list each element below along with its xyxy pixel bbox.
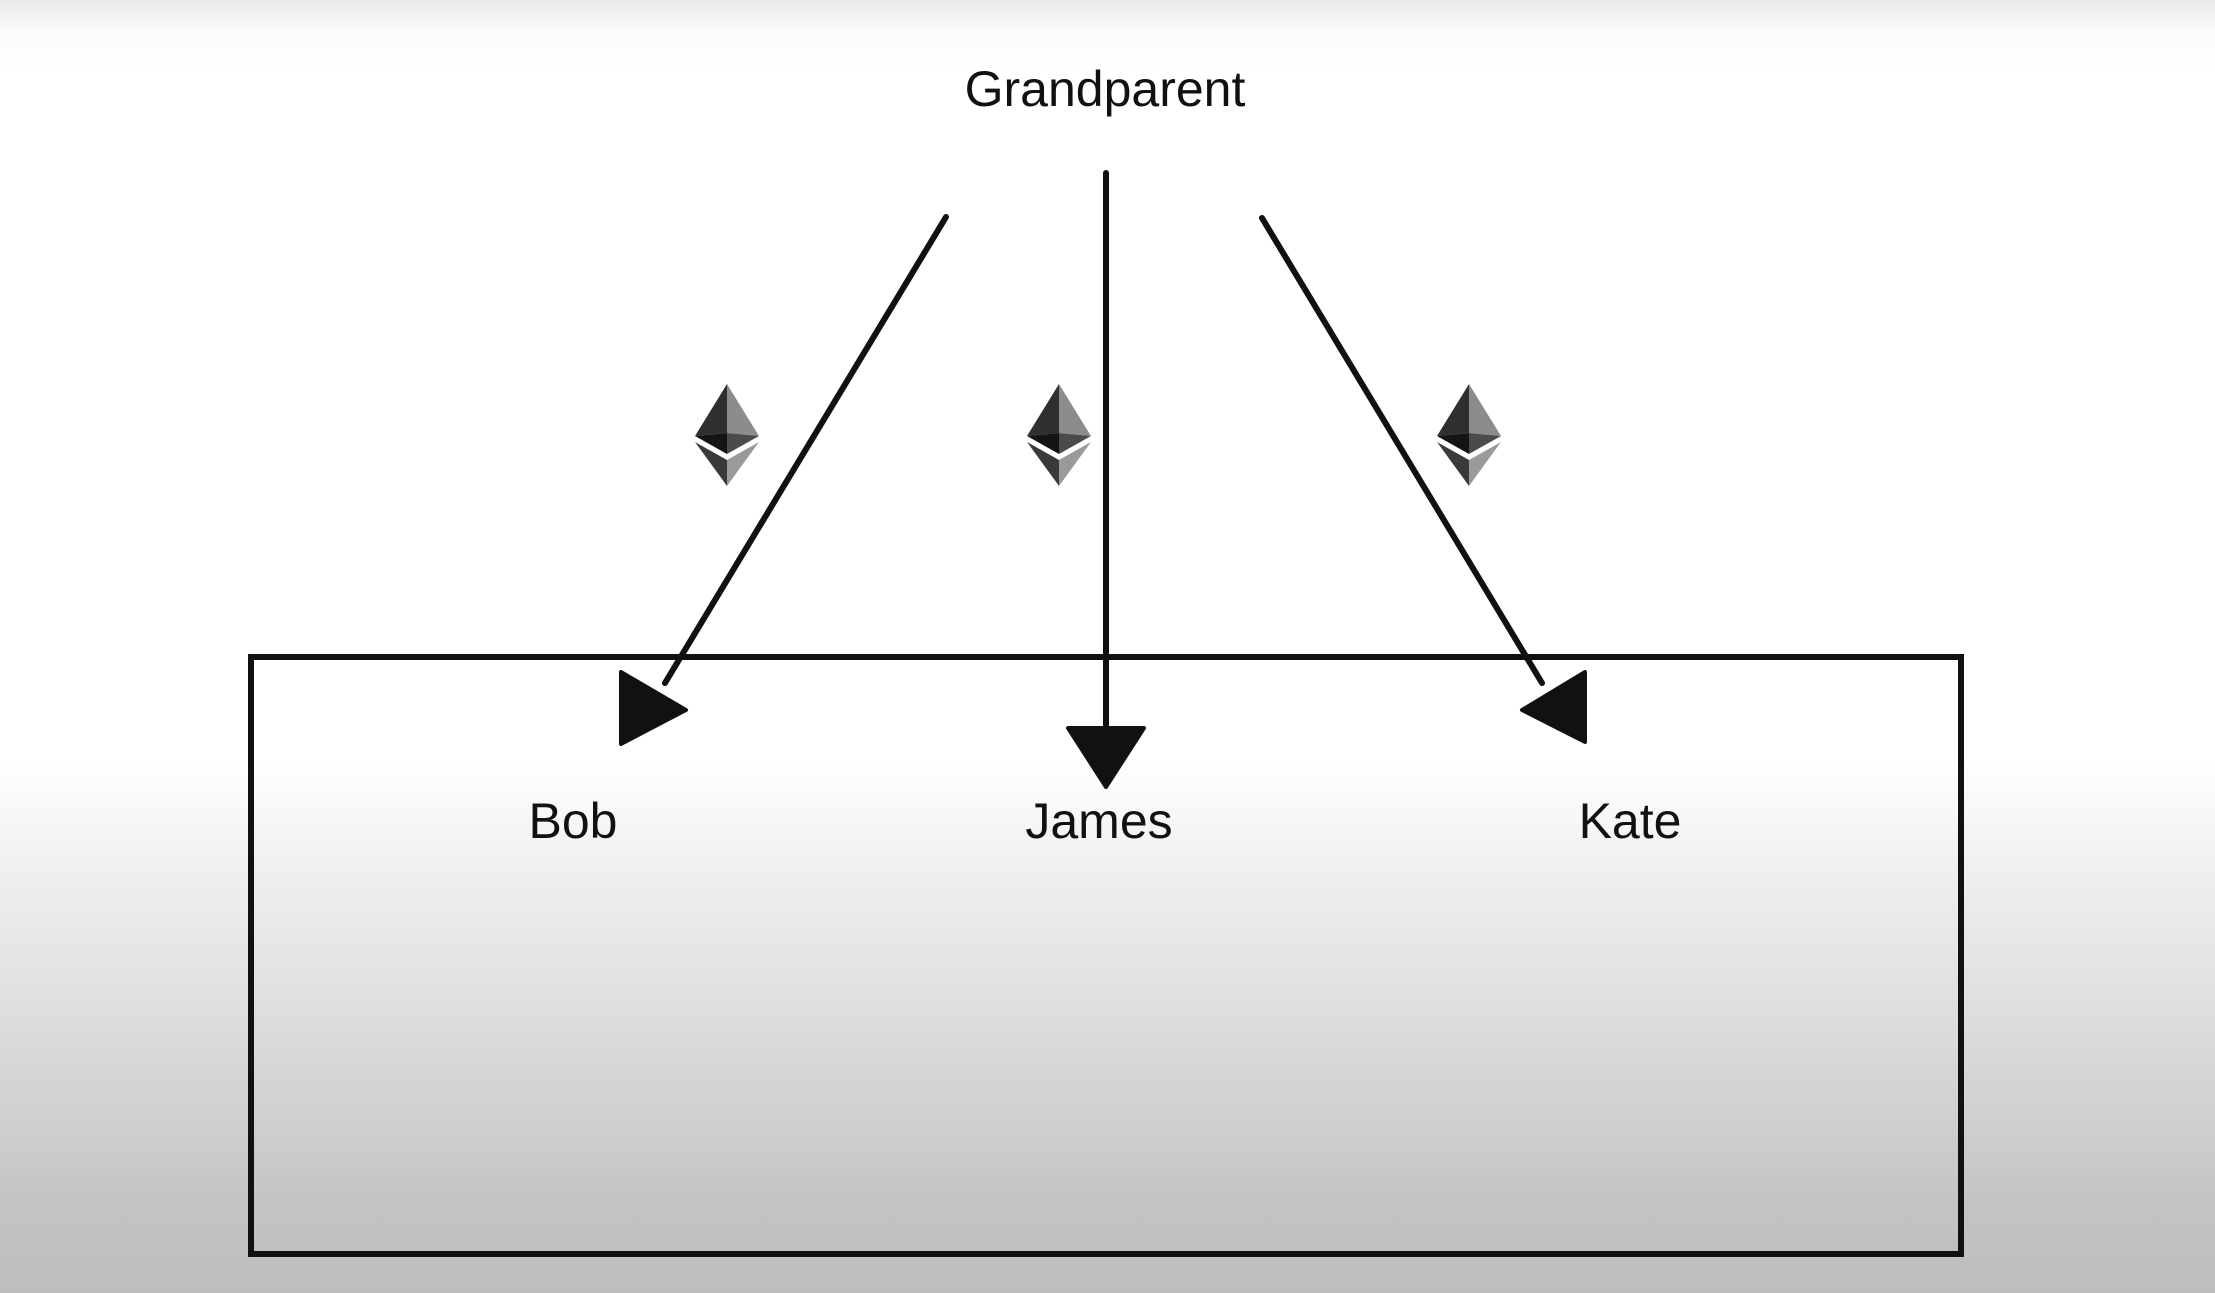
ethereum-icon [1437, 384, 1501, 486]
arrow-to-kate [1259, 215, 1587, 744]
ethereum-icon [695, 384, 759, 486]
child-label-bob: Bob [528, 793, 618, 849]
child-label-kate: Kate [1578, 793, 1682, 849]
ethereum-icon [1027, 384, 1091, 486]
grandparent-label: Grandparent [964, 61, 1246, 117]
child-label-james: James [1025, 793, 1173, 849]
arrow-to-james [1066, 170, 1146, 789]
arrow-to-bob [619, 214, 949, 746]
